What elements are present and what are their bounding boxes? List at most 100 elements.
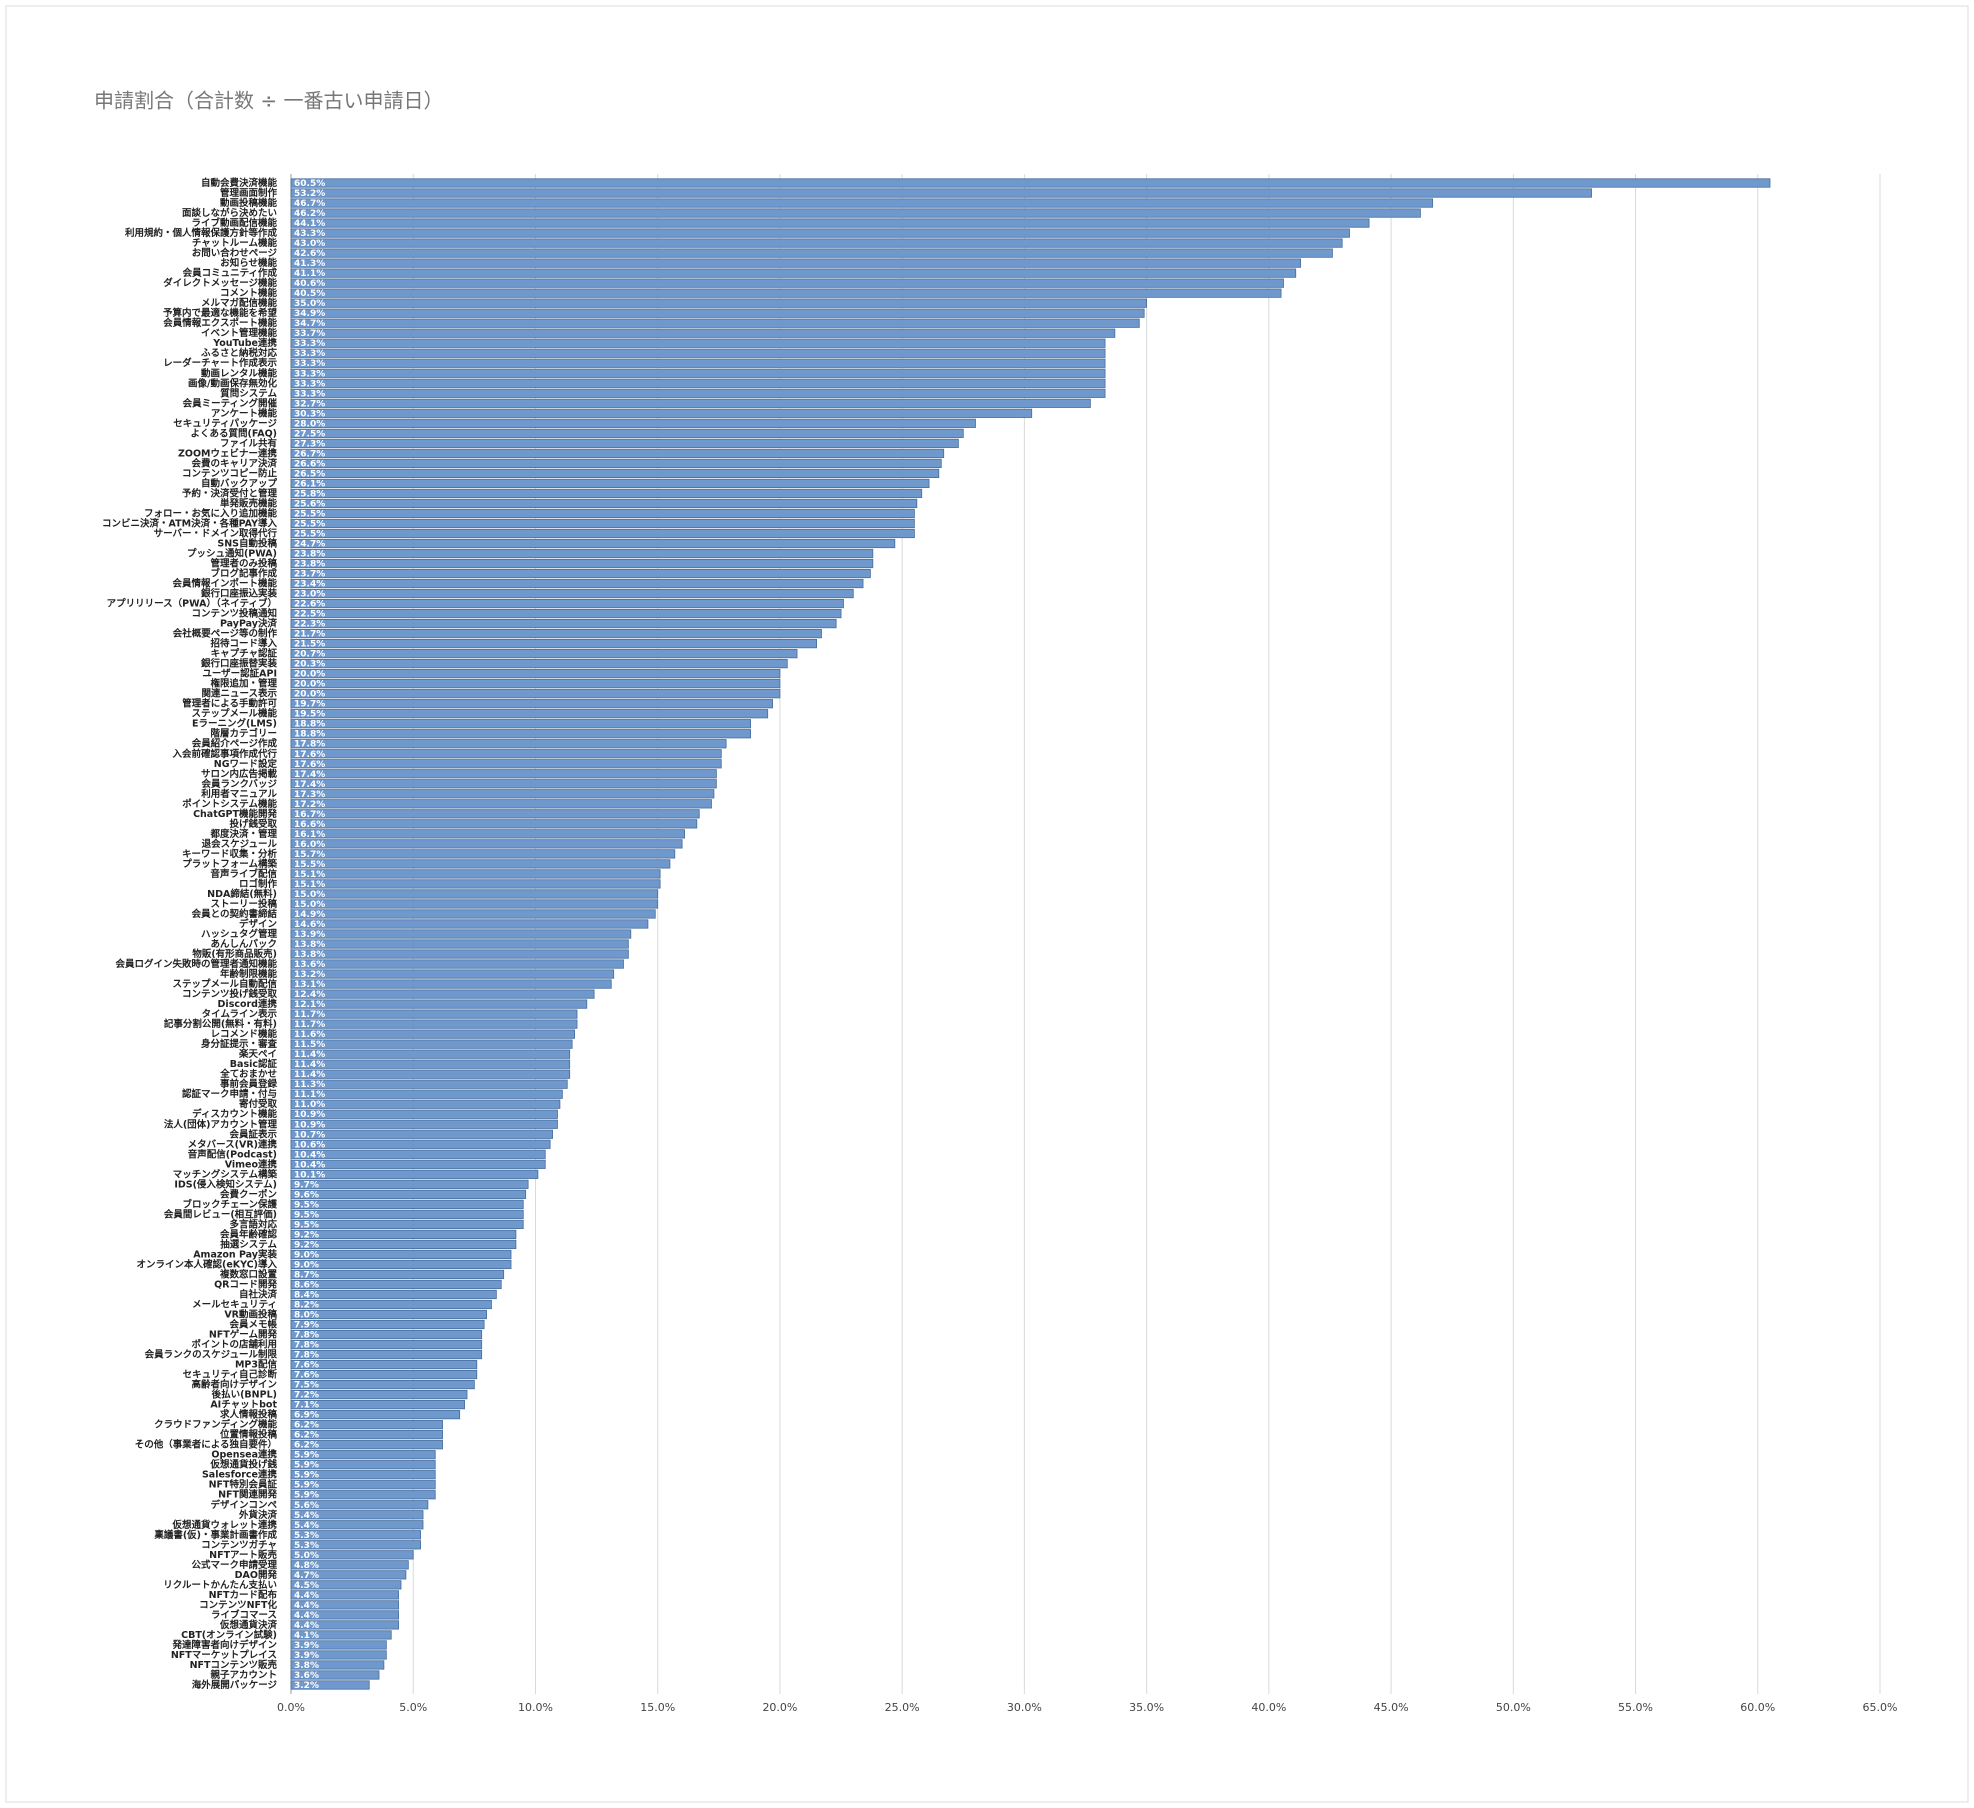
- value-label: 6.2%: [294, 1421, 319, 1431]
- value-label: 10.6%: [294, 1140, 325, 1150]
- y-tick-label: 仮想通貨決済: [219, 1619, 278, 1631]
- value-label: 7.8%: [294, 1351, 319, 1361]
- bar: [290, 1620, 399, 1630]
- bar: [290, 1359, 478, 1370]
- value-label: 17.8%: [294, 740, 325, 750]
- y-tick-label: メタバース(VR)連携: [188, 1138, 278, 1150]
- y-tick-label: NFTマーケットプレイス: [171, 1649, 277, 1661]
- y-tick-label: ステップメール機能: [191, 708, 277, 720]
- value-label: 46.7%: [294, 199, 325, 209]
- x-tick-label: 30.0%: [1007, 1701, 1042, 1714]
- value-label: 8.2%: [294, 1300, 319, 1310]
- value-label: 20.0%: [294, 690, 325, 700]
- x-tick-label: 40.0%: [1251, 1701, 1286, 1714]
- bar: [290, 1109, 558, 1119]
- y-tick-label: 記事分割公開(無料・有料): [164, 1018, 277, 1030]
- bar: [290, 318, 1140, 328]
- y-tick-label: 全ておまかせ: [219, 1068, 277, 1080]
- bar: [290, 1099, 561, 1109]
- y-tick-label: PayPay決済: [220, 618, 278, 630]
- y-tick-label: サロン内広告掲載: [201, 768, 278, 780]
- bar: [290, 1440, 443, 1450]
- bar: [290, 218, 1370, 228]
- bar: [290, 518, 915, 529]
- bar: [290, 1410, 461, 1420]
- x-tick-label: 50.0%: [1496, 1701, 1531, 1714]
- bar: [290, 1470, 436, 1480]
- value-label: 11.4%: [294, 1050, 325, 1060]
- value-label: 16.1%: [294, 830, 325, 840]
- y-tick-label: ストーリー投稿: [210, 898, 277, 910]
- value-label: 4.7%: [294, 1571, 319, 1581]
- value-label: 5.9%: [294, 1451, 319, 1461]
- value-label: 33.3%: [294, 359, 325, 369]
- bar: [290, 779, 717, 789]
- y-tick-label: 仮想通貨投げ銭: [209, 1459, 277, 1471]
- y-tick-label: コンテンツコピー防止: [182, 467, 278, 479]
- y-tick-label: 退会スケジュール: [202, 838, 278, 850]
- value-label: 33.3%: [294, 339, 325, 349]
- bar: [290, 929, 632, 939]
- value-label: 33.3%: [294, 369, 325, 379]
- value-label: 9.0%: [294, 1260, 319, 1270]
- y-tick-label: 入会前確認事項作成代行: [171, 748, 277, 760]
- bar: [290, 628, 822, 639]
- value-label: 12.4%: [294, 990, 325, 1000]
- x-tick-label: 5.0%: [399, 1701, 427, 1714]
- bar: [290, 1249, 512, 1260]
- y-tick-label: ステップメール自動配信: [172, 978, 277, 990]
- value-label: 16.6%: [294, 820, 325, 830]
- value-label: 12.1%: [294, 1000, 325, 1010]
- value-label: 20.0%: [294, 680, 325, 690]
- bar: [290, 378, 1106, 388]
- y-tick-label: よくある質問(FAQ): [190, 427, 277, 439]
- value-label: 44.1%: [294, 219, 325, 229]
- value-label: 53.2%: [294, 189, 325, 199]
- value-label: 13.8%: [294, 940, 325, 950]
- value-label: 22.6%: [294, 600, 325, 610]
- bar: [290, 909, 656, 919]
- bar: [290, 729, 751, 739]
- value-label: 34.7%: [294, 319, 325, 329]
- value-label: 17.6%: [294, 760, 325, 770]
- bar: [290, 448, 945, 458]
- bar: [290, 639, 817, 649]
- y-tick-label: キャプチャ認証: [211, 648, 278, 660]
- bar: [290, 1520, 424, 1530]
- y-tick-label: お知らせ機能: [220, 257, 277, 269]
- value-label: 40.5%: [294, 289, 325, 299]
- y-tick-label: Basic認証: [230, 1058, 278, 1070]
- value-label: 3.2%: [294, 1681, 319, 1691]
- y-tick-label: レコメンド機能: [210, 1028, 277, 1040]
- y-tick-label: 単発販売機能: [220, 497, 278, 509]
- value-label: 11.5%: [294, 1040, 325, 1050]
- bar: [290, 1680, 370, 1690]
- value-label: 3.8%: [294, 1661, 319, 1671]
- y-tick-label: 動画レンタル機能: [201, 367, 278, 379]
- value-label: 11.0%: [294, 1100, 325, 1110]
- value-label: 17.3%: [294, 790, 325, 800]
- y-tick-label: 楽天ペイ: [238, 1048, 277, 1060]
- value-label: 17.4%: [294, 780, 325, 790]
- x-tick-label: 35.0%: [1129, 1701, 1164, 1714]
- bar: [290, 969, 615, 979]
- y-tick-label: 物販(有形商品販売): [192, 948, 277, 960]
- y-tick-label: Vimeo連携: [225, 1158, 278, 1170]
- value-label: 8.0%: [294, 1311, 319, 1321]
- bar: [290, 1209, 524, 1219]
- bar: [290, 1339, 483, 1350]
- value-label: 19.5%: [294, 710, 325, 720]
- value-label: 5.6%: [294, 1501, 319, 1511]
- bar: [290, 398, 1091, 408]
- value-label: 40.6%: [294, 279, 325, 289]
- value-label: 15.7%: [294, 850, 325, 860]
- x-tick-label: 45.0%: [1374, 1701, 1409, 1714]
- y-tick-label: 階層カテゴリー: [210, 728, 277, 740]
- y-tick-label: NFT関連開発: [218, 1489, 277, 1501]
- y-tick-label: Opensea連携: [211, 1449, 277, 1461]
- bar: [290, 1670, 380, 1680]
- bar: [290, 1169, 539, 1179]
- value-label: 25.6%: [294, 499, 325, 509]
- y-tick-label: Salesforce連携: [202, 1469, 278, 1481]
- bar: [290, 1189, 527, 1199]
